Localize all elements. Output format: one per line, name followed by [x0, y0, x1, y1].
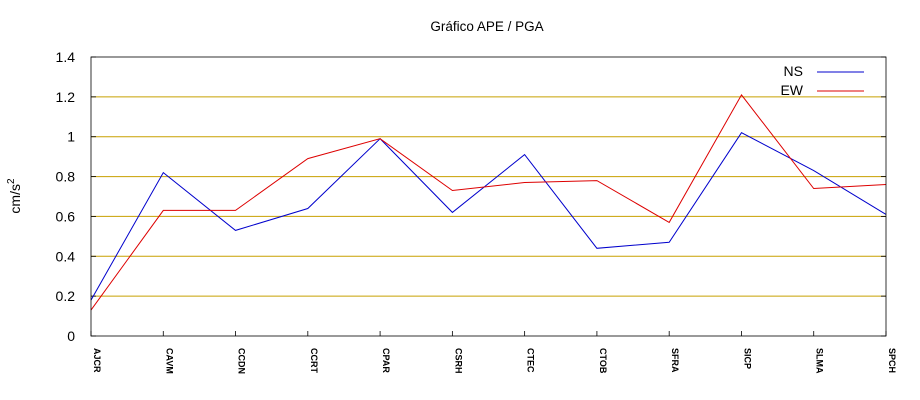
legend-label-ew: EW [780, 82, 803, 98]
y-tick-label: 0.2 [56, 288, 76, 304]
x-tick-label: CAVM [164, 348, 174, 374]
x-tick-label: CSRH [453, 348, 463, 374]
legend: NS EW [780, 63, 864, 98]
x-tick-label: AJCR [92, 348, 102, 373]
y-axis-label: cm/s2 [6, 178, 23, 214]
x-tick-label: SFRA [670, 348, 680, 373]
x-tick-label: SLMA [815, 348, 825, 374]
y-tick-label: 1 [67, 129, 75, 145]
series-line-ew [90, 93, 887, 311]
x-tick-labels: AJCR CAVM CCDN CCRT CPAR CSRH CTEC CTOB SFRA SICP… [92, 348, 897, 374]
chart-title: Gráfico APE / PGA [430, 19, 543, 34]
x-tick-label: CCDN [237, 348, 247, 374]
plot-frame [90, 56, 887, 337]
y-tick-labels: 0 0.2 0.4 0.6 0.8 1 1.2 1.4 [56, 49, 76, 344]
legend-label-ns: NS [784, 63, 803, 79]
y-tick-label: 0.8 [56, 169, 76, 185]
y-axis-label-superscript: 2 [6, 178, 17, 184]
x-tick-label: CTOB [598, 348, 608, 374]
grid-lines [90, 56, 887, 337]
x-tick-label: CTEC [526, 348, 536, 373]
y-tick-label: 0 [67, 328, 75, 344]
y-tick-label: 0.6 [56, 208, 76, 224]
y-axis-label-text: cm/s [7, 184, 23, 214]
series-lines [90, 93, 887, 311]
x-tick-label: CCRT [309, 348, 319, 373]
x-tick-label: SICP [742, 348, 752, 369]
series-line-ns [90, 132, 887, 301]
y-tick-label: 0.4 [56, 248, 76, 264]
y-tick-label: 1.4 [56, 49, 76, 65]
y-tick-label: 1.2 [56, 89, 76, 105]
x-tick-label: CPAR [381, 348, 391, 373]
x-tick-label: SPCH [887, 348, 897, 373]
